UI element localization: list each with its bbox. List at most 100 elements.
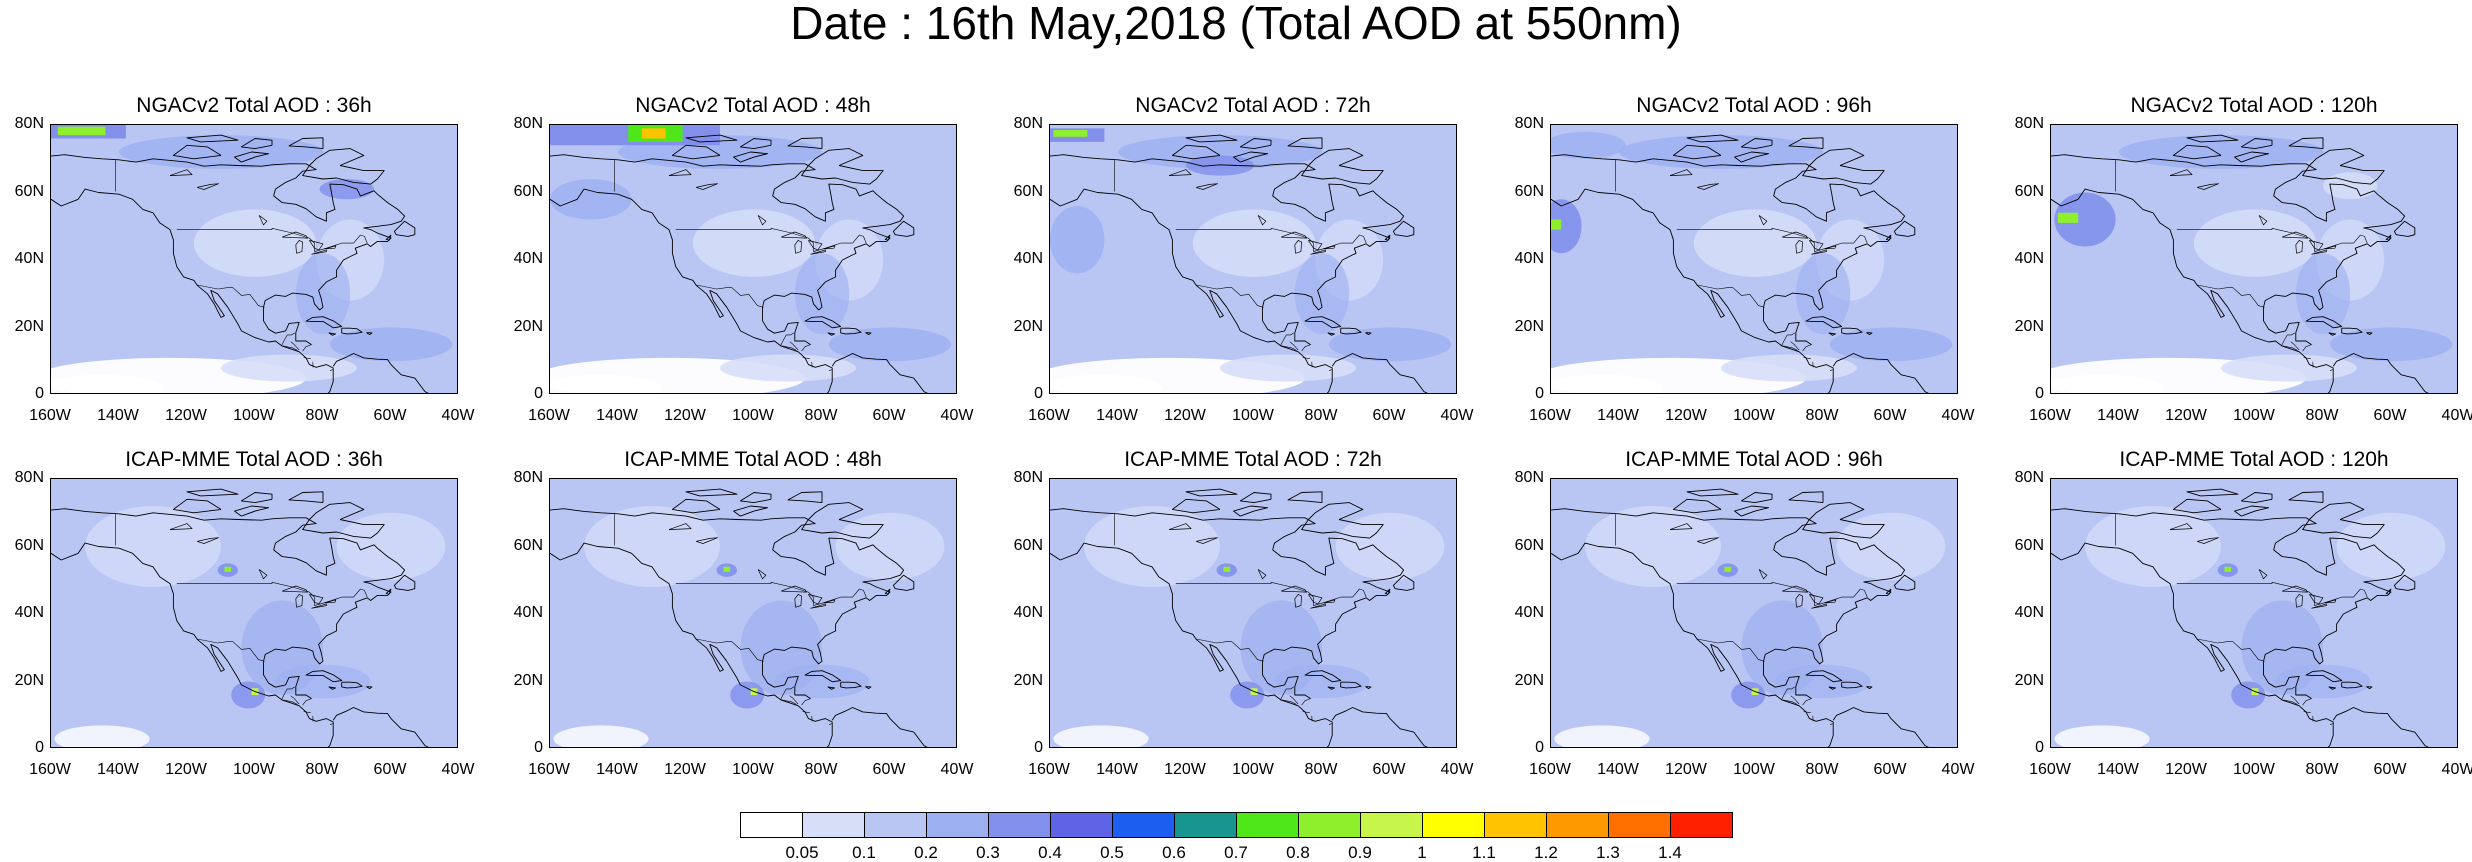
coastline [305, 316, 343, 329]
coastline [2332, 353, 2429, 393]
mid-aod-band [2275, 664, 2371, 699]
low-aod-patch [1084, 506, 1220, 587]
low-aod-patch [51, 374, 164, 393]
lake-outline [2311, 249, 2327, 255]
panel-title: ICAP-MME Total AOD : 36h [125, 448, 383, 471]
y-tick-label: 0 [2035, 385, 2044, 402]
coastline [1050, 154, 1405, 345]
coastline [2328, 332, 2337, 336]
aod-map [549, 124, 957, 394]
coastline [2332, 707, 2429, 747]
x-tick-label: 80W [1805, 407, 1839, 424]
coastline [1239, 138, 1272, 150]
y-tick-label: 80N [14, 469, 44, 486]
x-tick-label: 160W [29, 407, 71, 424]
colorbar-label: 0.3 [976, 843, 1000, 862]
country-border [1328, 723, 1332, 725]
coastline [550, 542, 833, 747]
lake-outline [2169, 523, 2193, 530]
coastline [1788, 491, 1824, 504]
mid-aod-band [1050, 206, 1105, 274]
country-border [1781, 345, 1798, 351]
country-border [1196, 638, 1264, 662]
x-tick-label: 140W [596, 407, 638, 424]
y-tick-label: 40N [14, 250, 44, 267]
country-border [281, 332, 295, 346]
aod-map [1049, 124, 1457, 394]
x-tick-label: 80W [2305, 407, 2339, 424]
country-border [1781, 699, 1798, 705]
country-border [281, 345, 298, 351]
colorbar-swatch [1360, 812, 1423, 838]
high-aod-region [730, 681, 765, 709]
lake-outline [1782, 231, 1809, 239]
coastline [1893, 220, 1916, 237]
y-tick-label: 60N [14, 536, 44, 554]
coastline [1384, 234, 1391, 241]
country-border [290, 341, 300, 351]
coastline [865, 332, 872, 336]
country-border [1803, 711, 1811, 713]
coastline [804, 670, 842, 683]
map-panel: NGACv2 Total AOD : 72h 80N 60N 40N 20N 0 160W 1… [1014, 94, 1474, 424]
country-border [2329, 723, 2333, 725]
low-aod-patch [2221, 354, 2357, 382]
coastline [332, 353, 429, 393]
lake-outline [1809, 594, 1824, 605]
map-panel: NGACv2 Total AOD : 36h 80N 60N 40N 20N 0 160W 1… [15, 94, 475, 424]
coastline [51, 188, 334, 393]
colorbar: 0.05 0.1 0.2 0.3 0.4 0.5 0.6 0.7 0.8 0.9 1 1.1 1.2 1.… [740, 812, 1733, 861]
coastline [172, 498, 222, 514]
panel-title: ICAP-MME Total AOD : 120h [2119, 448, 2389, 471]
x-tick-label: 120W [2165, 761, 2207, 778]
coastline [2234, 505, 2270, 517]
lake-outline [757, 215, 767, 226]
coastline [341, 327, 363, 335]
mid-aod-band [2295, 253, 2351, 335]
coastline [1327, 332, 1336, 336]
colorbar-label: 0.5 [1100, 843, 1124, 862]
country-border [1302, 357, 1310, 359]
mid-aod-band [275, 664, 371, 699]
x-tick-label: 80W [1805, 761, 1839, 778]
coastline [2341, 681, 2363, 689]
coastline [288, 491, 324, 504]
map-panel: ICAP-MME Total AOD : 72h 80N 60N 40N 20N 0 160… [1014, 448, 1474, 778]
x-tick-label: 40W [940, 407, 974, 424]
country-border [789, 341, 799, 351]
y-tick-label: 20N [1013, 671, 1043, 689]
colorbar-label: 0.9 [1348, 843, 1372, 862]
panel-title: NGACv2 Total AOD : 36h [136, 94, 372, 117]
colorbar-swatch [1236, 812, 1299, 838]
lake-outline [1782, 585, 1809, 593]
lake-outline [1308, 594, 1323, 605]
panel-title: NGACv2 Total AOD : 48h [635, 94, 871, 117]
x-tick-label: 60W [1372, 407, 1406, 424]
lake-outline [1811, 603, 1827, 609]
country-border [197, 638, 265, 662]
coastline [1233, 151, 1269, 163]
x-tick-label: 40W [1440, 407, 1474, 424]
lake-outline [1758, 569, 1768, 580]
low-aod-patch [1554, 725, 1650, 747]
coastline [685, 488, 738, 497]
lake-outline [1758, 215, 1768, 226]
coastline [2366, 686, 2373, 690]
colorbar-label: 0.6 [1162, 843, 1186, 862]
x-tick-label: 80W [804, 761, 838, 778]
coastline [1171, 144, 1221, 160]
high-aod-region [1551, 199, 1582, 254]
x-tick-label: 160W [528, 761, 570, 778]
coastline [2240, 492, 2273, 504]
mid-aod-band [1775, 664, 1871, 699]
x-tick-label: 140W [1096, 407, 1138, 424]
coastline [1672, 498, 1722, 514]
coastline [865, 686, 872, 690]
coastline [302, 502, 385, 539]
x-tick-label: 120W [664, 407, 706, 424]
coastline [1301, 502, 1384, 539]
lake-outline [1168, 169, 1192, 176]
coastline [240, 138, 273, 150]
country-border [1280, 332, 1294, 346]
mid-aod-band [2329, 327, 2453, 362]
